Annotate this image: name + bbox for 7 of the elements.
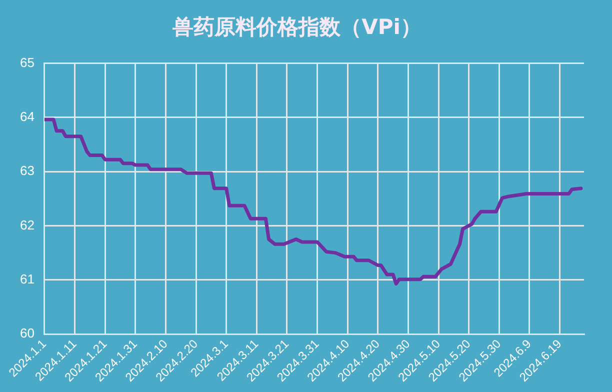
y-tick-label: 61 <box>20 271 34 286</box>
y-tick-label: 65 <box>20 54 34 70</box>
y-tick-label: 60 <box>20 326 34 341</box>
y-tick-label: 63 <box>20 163 34 178</box>
y-tick-label: 64 <box>20 108 34 124</box>
chart-title: 兽药原料价格指数（VPi） <box>172 15 422 40</box>
y-tick-label: 62 <box>20 217 34 232</box>
